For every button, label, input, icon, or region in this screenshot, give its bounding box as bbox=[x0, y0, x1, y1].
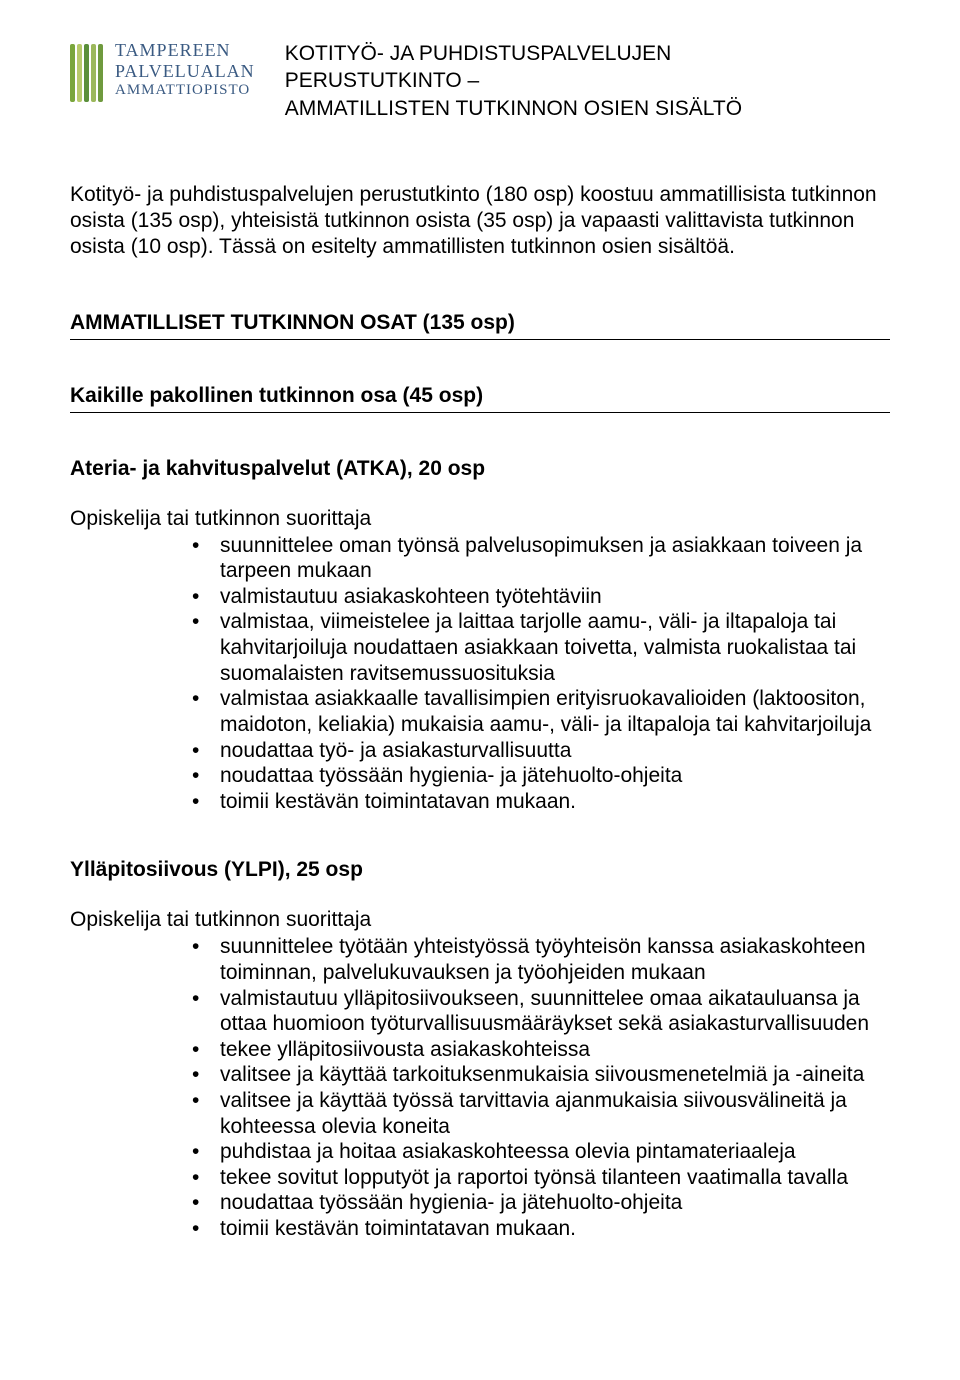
logo-stripe bbox=[77, 44, 82, 102]
list-item: valitsee ja käyttää työssä tarvittavia a… bbox=[70, 1088, 890, 1139]
list-item: tekee ylläpitosiivousta asiakaskohteissa bbox=[70, 1037, 890, 1063]
logo-line-2: PALVELUALAN bbox=[115, 61, 255, 82]
list-item: suunnittelee oman työnsä palvelusopimuks… bbox=[70, 533, 890, 584]
course-2-bullets: suunnittelee työtään yhteistyössä työyht… bbox=[70, 934, 890, 1241]
list-item: noudattaa työ- ja asiakasturvallisuutta bbox=[70, 738, 890, 764]
header-title: KOTITYÖ- JA PUHDISTUSPALVELUJEN PERUSTUT… bbox=[285, 40, 742, 122]
course-2-title: Ylläpitosiivous (YLPI), 25 osp bbox=[70, 858, 890, 882]
logo: TAMPEREEN PALVELUALAN AMMATTIOPISTO bbox=[70, 40, 255, 102]
logo-stripe bbox=[84, 44, 89, 102]
list-item: toimii kestävän toimintatavan mukaan. bbox=[70, 789, 890, 815]
logo-text: TAMPEREEN PALVELUALAN AMMATTIOPISTO bbox=[115, 40, 255, 99]
list-item: puhdistaa ja hoitaa asiakaskohteessa ole… bbox=[70, 1139, 890, 1165]
logo-stripe bbox=[98, 44, 103, 102]
logo-line-1: TAMPEREEN bbox=[115, 40, 255, 61]
list-item: valmistaa asiakkaalle tavallisimpien eri… bbox=[70, 686, 890, 737]
course-2-lead: Opiskelija tai tutkinnon suorittaja bbox=[70, 908, 890, 932]
intro-paragraph: Kotityö- ja puhdistuspalvelujen perustut… bbox=[70, 182, 890, 261]
list-item: valmistaa, viimeistelee ja laittaa tarjo… bbox=[70, 609, 890, 686]
course-1-lead: Opiskelija tai tutkinnon suorittaja bbox=[70, 507, 890, 531]
section-heading: AMMATILLISET TUTKINNON OSAT (135 osp) bbox=[70, 311, 890, 340]
list-item: noudattaa työssään hygienia- ja jätehuol… bbox=[70, 763, 890, 789]
list-item: valmistautuu ylläpitosiivoukseen, suunni… bbox=[70, 986, 890, 1037]
page: TAMPEREEN PALVELUALAN AMMATTIOPISTO KOTI… bbox=[0, 0, 960, 1326]
subsection-heading: Kaikille pakollinen tutkinnon osa (45 os… bbox=[70, 384, 890, 413]
list-item: tekee sovitut lopputyöt ja raportoi työn… bbox=[70, 1165, 890, 1191]
list-item: noudattaa työssään hygienia- ja jätehuol… bbox=[70, 1190, 890, 1216]
list-item: valitsee ja käyttää tarkoituksenmukaisia… bbox=[70, 1062, 890, 1088]
course-1-bullets: suunnittelee oman työnsä palvelusopimuks… bbox=[70, 533, 890, 815]
logo-line-3: AMMATTIOPISTO bbox=[115, 82, 255, 99]
logo-stripe bbox=[91, 44, 96, 102]
logo-stripe bbox=[70, 44, 75, 102]
header-row: TAMPEREEN PALVELUALAN AMMATTIOPISTO KOTI… bbox=[70, 40, 890, 122]
list-item: suunnittelee työtään yhteistyössä työyht… bbox=[70, 934, 890, 985]
list-item: toimii kestävän toimintatavan mukaan. bbox=[70, 1216, 890, 1242]
logo-mark-icon bbox=[70, 44, 105, 102]
list-item: valmistautuu asiakaskohteen työtehtäviin bbox=[70, 584, 890, 610]
course-1-title: Ateria- ja kahvituspalvelut (ATKA), 20 o… bbox=[70, 457, 890, 481]
